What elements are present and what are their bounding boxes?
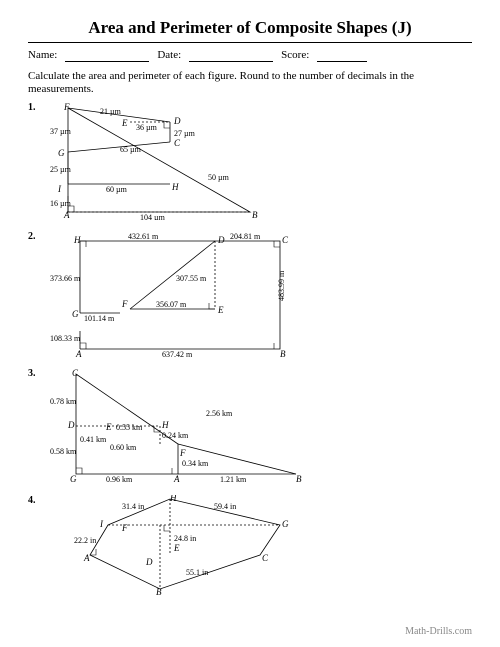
svg-text:A: A [75,349,82,357]
score-blank[interactable] [317,49,367,62]
svg-text:G: G [58,148,65,158]
svg-text:B: B [280,349,286,357]
m: 307.55 m [176,274,207,283]
problem-number: 3. [28,368,36,379]
figure-3: A B C D E F G H 0.78 km 2.56 km 0.55 km … [50,368,472,489]
svg-text:C: C [72,368,79,378]
svg-text:B: B [296,474,302,484]
m: 0.78 km [50,397,77,406]
svg-text:B: B [156,587,162,595]
figure-1: A B C D E F G H I 21 µm 36 µm 27 µm 65 µ… [50,102,472,225]
footer: Math-Drills.com [405,626,472,637]
svg-text:D: D [217,235,225,245]
svg-text:A: A [63,210,70,220]
svg-text:G: G [72,309,79,319]
svg-text:D: D [67,420,75,430]
problem-3: 3. A B C D E F G H 0.78 km 2.56 km [28,368,472,489]
m: 101.14 m [84,314,115,323]
svg-text:G: G [282,519,289,529]
m: 637.42 m [162,350,193,357]
header-row: Name: Date: Score: [28,49,472,62]
problem-1: 1. A B C [28,102,472,225]
m: 21 µm [100,107,122,116]
problem-number: 2. [28,231,36,242]
m: 0.34 km [182,459,209,468]
m: 24.8 in [174,534,196,543]
svg-text:H: H [171,182,179,192]
title-rule [28,42,472,43]
m: 0.60 km [110,443,137,452]
figure-2: A B C D E F G H 432.61 m 204.81 m 307.55… [50,231,472,362]
m: 432.61 m [128,232,159,241]
m: 104 µm [140,213,166,220]
date-label: Date: [157,49,181,62]
m: 55.1 in [186,568,208,577]
figure-4: A B C D E F G H I 31.4 in 59.4 in 24.8 i… [50,495,472,600]
m: 483.99 m [277,270,286,301]
page-title: Area and Perimeter of Composite Shapes (… [28,18,472,38]
m: 50 µm [208,173,230,182]
m: 0.96 km [106,475,133,484]
svg-text:G: G [70,474,77,484]
svg-text:F: F [121,299,128,309]
svg-text:D: D [145,557,153,567]
m: 0.24 km [162,431,189,440]
m: 2.56 km [206,409,233,418]
name-label: Name: [28,49,57,62]
svg-text:E: E [217,305,224,315]
m: 1.21 km [220,475,247,484]
problem-2: 2. A B C D E F G H [28,231,472,362]
svg-text:E: E [121,118,128,128]
m: 356.07 m [156,300,187,309]
svg-text:I: I [57,184,62,194]
svg-text:F: F [179,448,186,458]
problem-4: 4. A B C D E F G H I 31.4 in 59.4 in 2 [28,495,472,600]
m: 204.81 m [230,232,261,241]
m: 60 µm [106,185,128,194]
svg-text:E: E [173,543,180,553]
svg-text:H: H [169,495,177,503]
m: 25 µm [50,165,72,174]
m: 27 µm [174,129,196,138]
m: 16 µm [50,199,72,208]
m: 31.4 in [122,502,144,511]
svg-text:A: A [173,474,180,484]
m: 0.58 km [50,447,77,456]
name-blank[interactable] [65,49,149,62]
m: 37 µm [50,127,72,136]
svg-text:H: H [161,420,169,430]
m: 59.4 in [214,502,236,511]
svg-text:F: F [63,102,70,112]
instructions: Calculate the area and perimeter of each… [28,70,472,96]
svg-text:D: D [173,116,181,126]
svg-text:E: E [105,422,112,432]
svg-text:C: C [262,553,269,563]
problem-number: 4. [28,495,36,506]
svg-text:I: I [99,519,104,529]
svg-text:H: H [73,235,81,245]
m: 22.2 in [74,536,96,545]
m: 108.33 m [50,334,81,343]
m: 0.55 km [116,423,143,432]
svg-text:B: B [252,210,258,220]
svg-text:C: C [174,138,181,148]
date-blank[interactable] [189,49,273,62]
m: 65 µm [120,145,142,154]
svg-text:C: C [282,235,289,245]
m: 36 µm [136,123,158,132]
svg-text:A: A [83,553,90,563]
m: 0.41 km [80,435,107,444]
svg-text:F: F [121,523,128,533]
m: 373.66 m [50,274,81,283]
worksheet-page: Area and Perimeter of Composite Shapes (… [0,0,500,647]
score-label: Score: [281,49,309,62]
problem-number: 1. [28,102,36,113]
